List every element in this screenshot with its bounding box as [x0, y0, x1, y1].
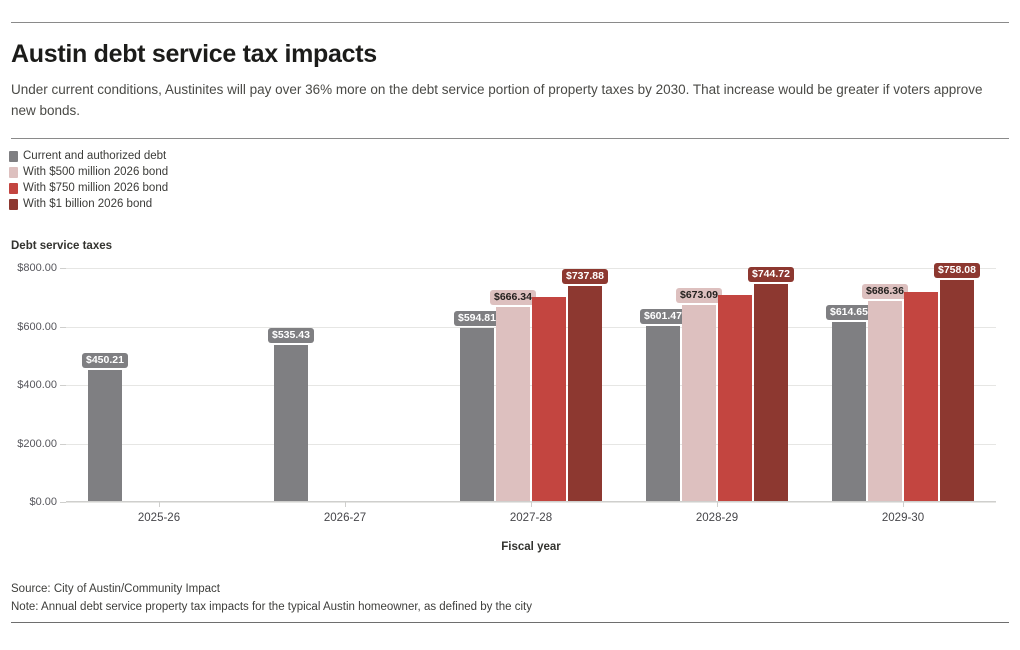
bar-rect[interactable]: [868, 301, 902, 502]
y-tick-mark: [60, 326, 66, 328]
x-tick-mark: [717, 502, 718, 507]
chart-legend: Current and authorized debt With $500 mil…: [9, 148, 168, 212]
legend-swatch-icon: [9, 166, 18, 178]
legend-item-label: With $750 million 2026 bond: [23, 182, 169, 194]
legend-item-label: Current and authorized debt: [23, 150, 167, 162]
y-tick-label: $400.00: [17, 379, 57, 391]
legend-item-label: With $1 billion 2026 bond: [23, 198, 153, 210]
bar-rect[interactable]: [460, 328, 494, 502]
bar-value-label: $744.72: [748, 266, 794, 283]
bar-value-label: $737.88: [562, 268, 608, 285]
bar-group: $450.21: [82, 268, 128, 502]
x-tick-mark: [903, 502, 904, 507]
y-tick-label: $800.00: [17, 262, 57, 274]
bar-value-label: $535.43: [268, 327, 314, 344]
y-tick-label: $200.00: [17, 437, 57, 450]
y-tick-mark: [60, 502, 66, 503]
bar-value-label: $594.81: [454, 310, 500, 327]
bar-value-label: $666.34: [490, 289, 536, 306]
x-tick-label: 2027-28: [509, 512, 553, 524]
y-gridline: [66, 326, 996, 328]
y-tick-mark: [60, 385, 66, 386]
bar-value-label: $758.08: [934, 262, 980, 279]
bar-value-label: $673.09: [676, 287, 722, 304]
bar-rect[interactable]: [940, 280, 974, 502]
y-tick-label: $600.00: [17, 320, 57, 333]
x-axis-line: [66, 501, 996, 502]
x-tick-mark: [345, 502, 346, 507]
y-gridline: [66, 268, 996, 269]
divider-middle: [11, 138, 1009, 139]
x-tick-label: 2029-30: [881, 512, 925, 524]
legend-swatch-icon: [9, 150, 18, 162]
divider-top: [11, 22, 1009, 23]
note-text: Note: Annual debt service property tax i…: [11, 601, 532, 614]
bar-value-label: $601.47: [640, 308, 686, 325]
x-tick-mark: [159, 502, 160, 507]
source-text: Source: City of Austin/Community Impact: [11, 583, 220, 595]
chart-footer: Source: City of Austin/Community Impact …: [11, 580, 532, 617]
y-gridline: [66, 443, 996, 445]
x-tick-mark: [531, 502, 532, 507]
y-axis-title: Debt service taxes: [11, 240, 113, 252]
bar-value-label: $614.65: [826, 304, 872, 321]
legend-item[interactable]: With $1 billion 2026 bond: [9, 196, 168, 212]
bar-rect[interactable]: [274, 345, 308, 502]
bar-rect[interactable]: [904, 291, 938, 502]
bar-group: $594.81 $666.34 $737.88: [454, 268, 608, 502]
bar-value-label: $686.36: [862, 283, 908, 300]
legend-swatch-icon: [9, 182, 18, 194]
chart-subtitle: Under current conditions, Austinites wil…: [11, 82, 983, 118]
divider-bottom: [11, 622, 1009, 623]
legend-item[interactable]: With $500 million 2026 bond: [9, 164, 168, 180]
bar-group: $601.47 $673.09 $744.72: [640, 266, 794, 502]
y-tick-label: $0.00: [29, 496, 57, 508]
bar-rect[interactable]: [718, 295, 752, 502]
legend-item[interactable]: Current and authorized debt: [9, 148, 168, 164]
x-tick-label: 2025-26: [137, 512, 181, 524]
bar-value-label: $450.21: [82, 352, 128, 369]
y-tick-mark: [60, 268, 66, 269]
x-tick-label: 2028-29: [695, 512, 739, 524]
bar-rect[interactable]: [568, 286, 602, 502]
x-tick-label: 2026-27: [323, 512, 367, 524]
bar-rect[interactable]: [88, 370, 122, 502]
page-title: Austin debt service tax impacts: [11, 40, 377, 68]
x-axis-title: Fiscal year: [501, 541, 561, 553]
y-gridline: [66, 385, 996, 386]
bar-group: $614.65 $686.36 $758.08: [826, 262, 980, 502]
bar-rect[interactable]: [754, 284, 788, 502]
bar-rect[interactable]: [646, 326, 680, 502]
bar-group: $535.43: [268, 268, 314, 502]
legend-item-label: With $500 million 2026 bond: [23, 166, 169, 178]
bar-rect[interactable]: [832, 322, 866, 502]
y-tick-mark: [60, 443, 66, 445]
legend-swatch-icon: [9, 198, 18, 210]
legend-item[interactable]: With $750 million 2026 bond: [9, 180, 168, 196]
bar-rect[interactable]: [496, 307, 530, 502]
bar-rect[interactable]: [682, 305, 716, 502]
bar-rect[interactable]: [532, 297, 566, 502]
plot-area: $0.00 $200.00 $400.00 $600.00 $800.00 $450.21…: [17, 262, 996, 524]
